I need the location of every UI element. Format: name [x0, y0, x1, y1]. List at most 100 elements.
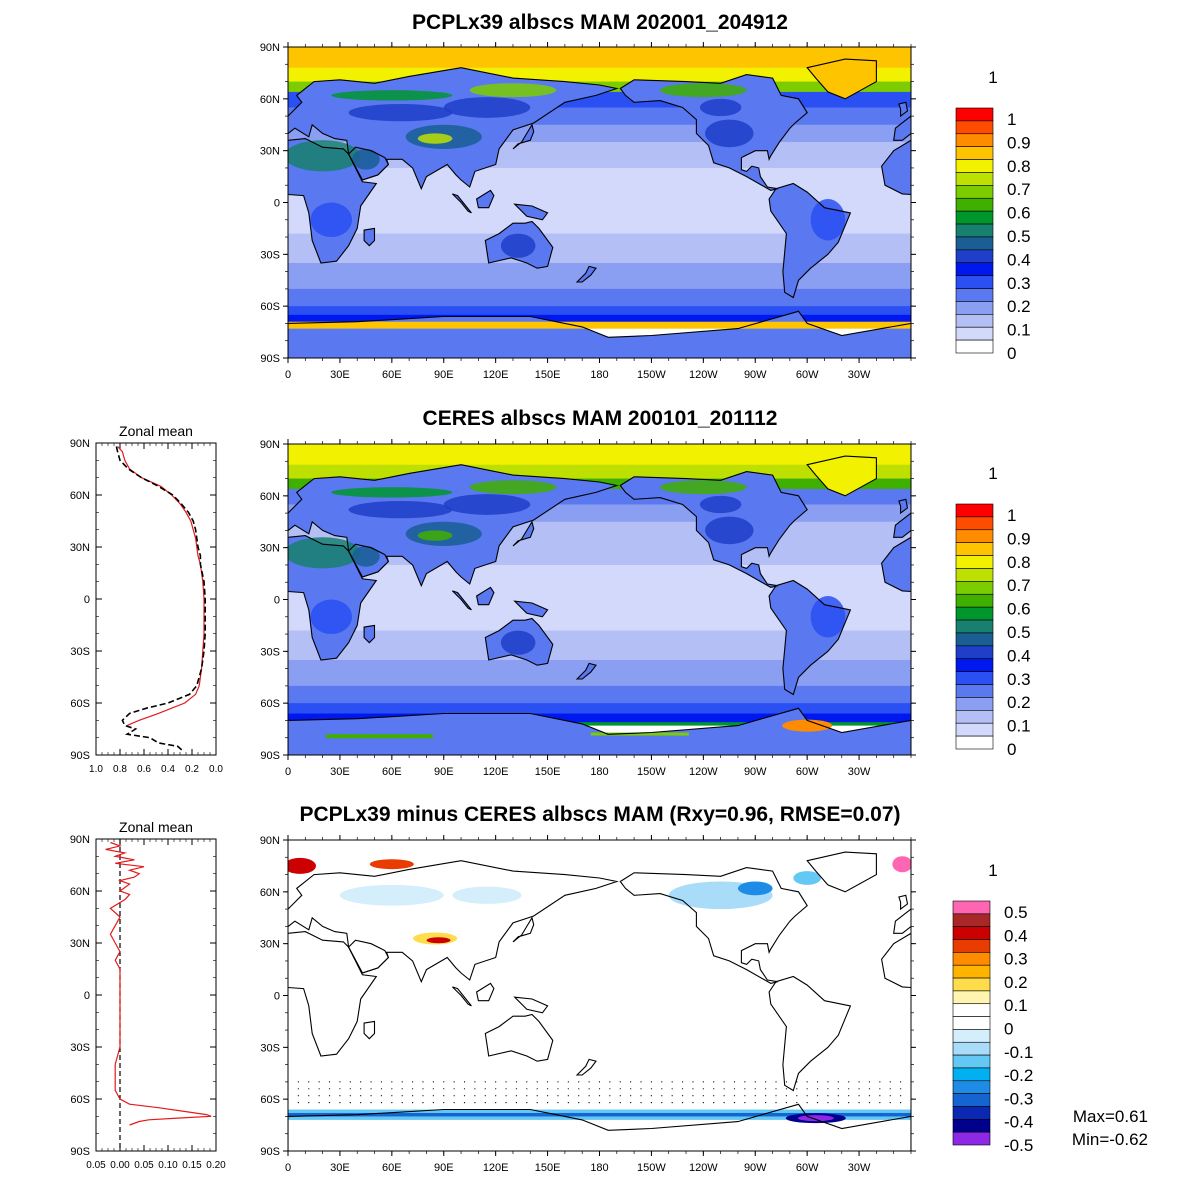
- antarctic-patch: [597, 732, 606, 736]
- continent-africa: [288, 535, 378, 661]
- significance-dot: [567, 1102, 569, 1104]
- weddell-anomaly-core: [797, 1115, 834, 1122]
- significance-dot: [796, 1088, 798, 1090]
- significance-dot: [796, 1102, 798, 1104]
- antarctic-patch: [632, 732, 641, 736]
- significance-dot: [557, 1081, 559, 1083]
- significance-dot: [453, 1081, 455, 1083]
- colorbar-swatch: [952, 1041, 991, 1056]
- colorbar-swatch: [955, 529, 994, 543]
- lat-label: 90N: [260, 42, 280, 54]
- significance-dot: [474, 1102, 476, 1104]
- significance-dot: [816, 1081, 819, 1083]
- zonal-x-label: 0.8: [113, 764, 127, 775]
- antarctic-patch: [653, 732, 662, 736]
- significance-dot: [640, 1088, 642, 1090]
- field-patch: [699, 98, 742, 117]
- colorbar-label: -0.2: [1004, 1066, 1033, 1085]
- continent-arabia: [347, 939, 390, 974]
- significance-dot: [879, 1088, 881, 1090]
- significance-dot: [391, 1102, 393, 1104]
- lon-label: 30W: [848, 766, 871, 778]
- lon-label: 120E: [483, 766, 509, 778]
- lon-label: 0: [285, 766, 291, 778]
- antarctic-patch: [410, 734, 421, 739]
- zonal-x-label: 0.00: [110, 1160, 130, 1171]
- significance-dot: [775, 1088, 777, 1090]
- colorbar-swatch: [955, 697, 994, 711]
- significance-dot: [328, 1081, 331, 1083]
- field-patch: [810, 199, 846, 241]
- continent-uk: [898, 894, 909, 911]
- significance-dot: [391, 1088, 393, 1090]
- continent-eurasia-wrap: [893, 512, 911, 538]
- lat-band: [288, 722, 911, 727]
- significance-dot: [733, 1081, 736, 1083]
- significance-dot: [630, 1102, 632, 1104]
- continent-africa: [288, 931, 378, 1057]
- colorbar-swatch: [955, 210, 994, 225]
- continent-nz: [575, 1058, 597, 1076]
- zonal-frame: [95, 838, 217, 1152]
- continent-borneo: [475, 189, 495, 209]
- zonal-series-line: [115, 446, 206, 753]
- zonal-y-label: 30S: [70, 646, 90, 658]
- field-patch: [810, 596, 846, 638]
- colorbar-label: 0.4: [1004, 926, 1028, 945]
- significance-dot: [422, 1088, 424, 1090]
- significance-dot: [661, 1095, 663, 1097]
- significance-dot: [412, 1102, 414, 1104]
- colorbar-swatch: [955, 223, 994, 238]
- colorbar-label: 0.9: [1007, 529, 1031, 548]
- antarctic-patch: [374, 734, 385, 739]
- significance-dot: [349, 1088, 351, 1090]
- lon-label: 90E: [434, 1162, 454, 1174]
- lon-label: 0: [285, 1162, 291, 1174]
- continent-borneo: [475, 586, 495, 606]
- colorbar-label: 0.3: [1007, 670, 1031, 689]
- significance-dot: [536, 1088, 538, 1090]
- significance-dot: [453, 1102, 455, 1104]
- lon-label: 60W: [796, 766, 819, 778]
- field-patch: [331, 487, 453, 498]
- continent-nz: [577, 266, 596, 282]
- zonal-mean-title-diff: Zonal mean: [119, 819, 193, 835]
- colorbar-swatch: [955, 262, 994, 276]
- colorbar-swatch: [952, 1016, 991, 1030]
- antarctic-patch: [350, 734, 361, 739]
- continent-samerica: [768, 579, 852, 696]
- significance-dot: [785, 1102, 788, 1104]
- significance-dot: [868, 1088, 871, 1090]
- significance-dot: [318, 1088, 320, 1090]
- significance-dot: [360, 1088, 362, 1090]
- panel-title-diff: PCPLx39 minus CERES albscs MAM (Rxy=0.96…: [299, 803, 900, 826]
- significance-dot: [692, 1081, 694, 1083]
- field-patch: [348, 501, 453, 519]
- significance-dot: [816, 1102, 819, 1104]
- lat-band: [288, 659, 911, 687]
- lat-band: [288, 703, 911, 715]
- significance-dot: [515, 1102, 518, 1104]
- colorbar-label: 0.2: [1007, 693, 1031, 712]
- colorbar-swatch: [955, 339, 994, 354]
- antarctic-patch: [422, 734, 433, 739]
- field-patch: [443, 97, 531, 118]
- zonal-series-group: [105, 841, 212, 1126]
- significance-dot: [837, 1102, 839, 1104]
- significance-dot: [432, 1081, 434, 1083]
- field-patch: [288, 537, 361, 569]
- significance-dot: [848, 1102, 850, 1104]
- colorbar-label: 0.5: [1004, 903, 1028, 922]
- colorbar-swatch: [955, 133, 994, 147]
- arctic-anomaly: [369, 859, 414, 870]
- colorbar-swatch: [952, 1029, 991, 1043]
- significance-dot: [671, 1102, 673, 1104]
- significance-dot: [806, 1081, 808, 1083]
- significance-dot: [505, 1081, 507, 1083]
- lat-band: [288, 288, 911, 307]
- significance-dot: [619, 1081, 621, 1083]
- continent-australia: [484, 220, 554, 269]
- continent-eurasia-wrap: [893, 115, 911, 141]
- colorbar-label: 0.4: [1007, 646, 1031, 665]
- significance-dot: [297, 1095, 299, 1097]
